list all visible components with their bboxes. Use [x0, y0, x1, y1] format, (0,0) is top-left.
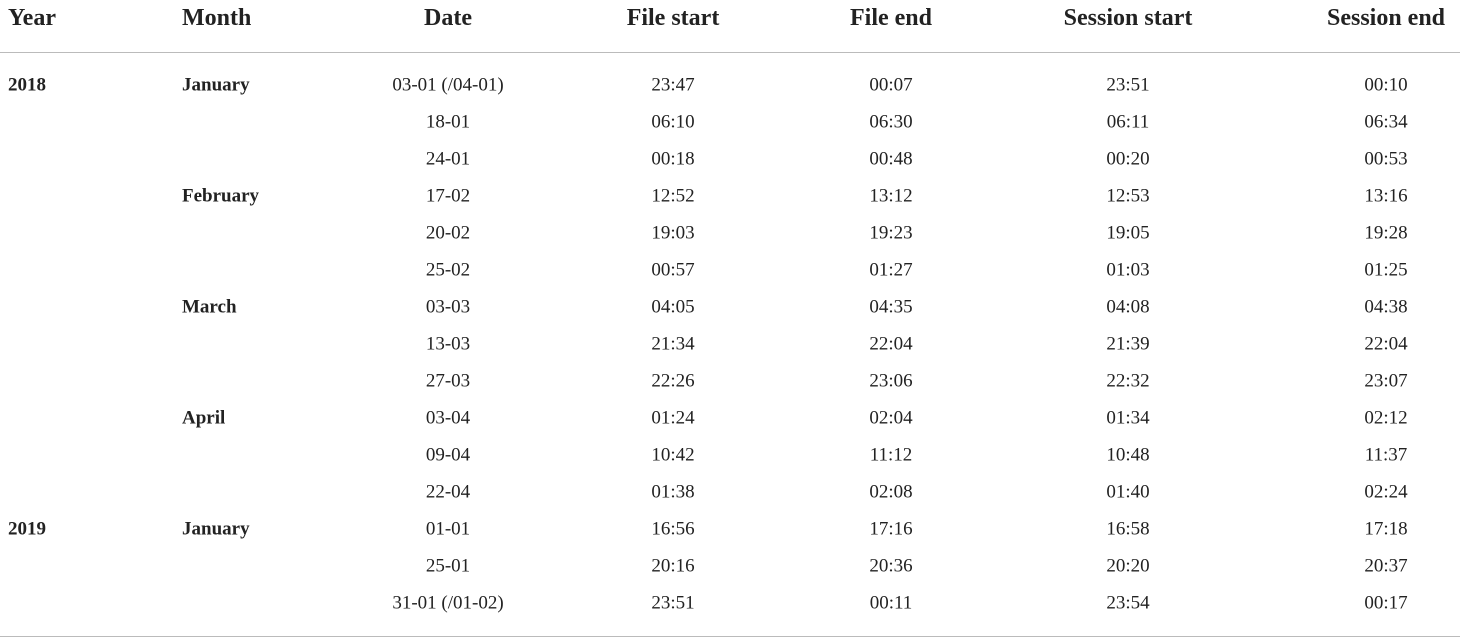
table-cell: 00:48 — [869, 148, 913, 170]
table-cell: 12:53 — [1106, 185, 1150, 207]
table-cell: 22:04 — [869, 333, 913, 355]
table-cell: 18-01 — [425, 111, 471, 133]
table-cell: 20:20 — [1106, 555, 1150, 577]
table-cell: 04:35 — [869, 296, 913, 318]
table-cell: 22:32 — [1106, 370, 1150, 392]
table-cell: 19:03 — [651, 222, 695, 244]
table-cell: 17:18 — [1364, 518, 1408, 540]
year-cell: 2018 — [8, 74, 46, 96]
table-cell: 02:24 — [1364, 481, 1408, 503]
column-header: Session start — [1063, 5, 1193, 31]
table-cell: 19:23 — [869, 222, 913, 244]
table-cell: 13:12 — [869, 185, 913, 207]
table-cell: 23:06 — [869, 370, 913, 392]
table-cell: 02:12 — [1364, 407, 1408, 429]
table-cell: 21:34 — [651, 333, 695, 355]
table-cell: 01:24 — [651, 407, 695, 429]
column-header: Session end — [1326, 5, 1446, 31]
table-cell: 23:51 — [1106, 74, 1150, 96]
month-cell: March — [182, 296, 237, 318]
table-cell: 19:05 — [1106, 222, 1150, 244]
table-cell: 00:07 — [869, 74, 913, 96]
month-cell: February — [182, 185, 260, 207]
table-cell: 22-04 — [425, 481, 471, 503]
table-cell: 00:53 — [1364, 148, 1408, 170]
table-cell: 04:05 — [651, 296, 695, 318]
table-cell: 06:34 — [1364, 111, 1408, 133]
table-cell: 03-03 — [425, 296, 471, 318]
table-cell: 16:56 — [651, 518, 695, 540]
table-cell: 17-02 — [425, 185, 471, 207]
table-cell: 22:26 — [651, 370, 695, 392]
table-cell: 20:16 — [651, 555, 695, 577]
table-cell: 31-01 (/01-02) — [392, 592, 504, 614]
table-cell: 20:36 — [869, 555, 913, 577]
table-cell: 10:48 — [1106, 444, 1150, 466]
table-cell: 00:57 — [651, 259, 695, 281]
table-cell: 10:42 — [651, 444, 695, 466]
table-cell: 02:08 — [869, 481, 913, 503]
table-cell: 11:37 — [1364, 444, 1408, 466]
month-cell: January — [182, 518, 250, 540]
table-cell: 04:38 — [1364, 296, 1408, 318]
table-cell: 01:03 — [1106, 259, 1150, 281]
table-cell: 23:54 — [1106, 592, 1150, 614]
month-cell: January — [182, 74, 250, 96]
table-cell: 23:51 — [651, 592, 695, 614]
table-cell: 06:10 — [651, 111, 695, 133]
table-cell: 25-02 — [425, 259, 471, 281]
table-cell: 06:11 — [1106, 111, 1150, 133]
column-header: File start — [626, 5, 720, 31]
table-cell: 13:16 — [1364, 185, 1408, 207]
bottom-rule — [0, 636, 1460, 637]
table-cell: 01:25 — [1364, 259, 1408, 281]
table-cell: 21:39 — [1106, 333, 1150, 355]
table-cell: 02:04 — [869, 407, 913, 429]
column-header: Month — [182, 5, 252, 31]
year-cell: 2019 — [8, 518, 46, 540]
table-cell: 03-01 (/04-01) — [392, 74, 504, 96]
month-cell: April — [182, 407, 226, 429]
table-cell: 11:12 — [869, 444, 913, 466]
table-cell: 20:37 — [1364, 555, 1408, 577]
table-cell: 00:11 — [869, 592, 913, 614]
column-header: Date — [424, 5, 472, 31]
table-cell: 23:47 — [651, 74, 695, 96]
table-cell: 00:10 — [1364, 74, 1408, 96]
table-cell: 12:52 — [651, 185, 695, 207]
table-cell: 00:17 — [1364, 592, 1408, 614]
table-cell: 00:18 — [651, 148, 695, 170]
table-cell: 24-01 — [425, 148, 471, 170]
table-cell: 01:27 — [869, 259, 913, 281]
table-cell: 01:34 — [1106, 407, 1150, 429]
table-cell: 13-03 — [425, 333, 471, 355]
table-cell: 01:40 — [1106, 481, 1150, 503]
table-cell: 25-01 — [425, 555, 471, 577]
table-cell: 00:20 — [1106, 148, 1150, 170]
table-cell: 20-02 — [425, 222, 471, 244]
table-cell: 17:16 — [869, 518, 913, 540]
table-cell: 06:30 — [869, 111, 913, 133]
column-header: File end — [850, 5, 932, 31]
table-cell: 23:07 — [1364, 370, 1408, 392]
table-cell: 16:58 — [1106, 518, 1150, 540]
table-cell: 22:04 — [1364, 333, 1408, 355]
header-rule — [0, 52, 1460, 53]
table-cell: 01:38 — [651, 481, 695, 503]
table-cell: 09-04 — [425, 444, 471, 466]
table-cell: 04:08 — [1106, 296, 1150, 318]
column-header: Year — [8, 5, 56, 31]
table-cell: 01-01 — [425, 518, 471, 540]
table-cell: 27-03 — [425, 370, 471, 392]
table-cell: 19:28 — [1364, 222, 1408, 244]
table-cell: 03-04 — [425, 407, 471, 429]
